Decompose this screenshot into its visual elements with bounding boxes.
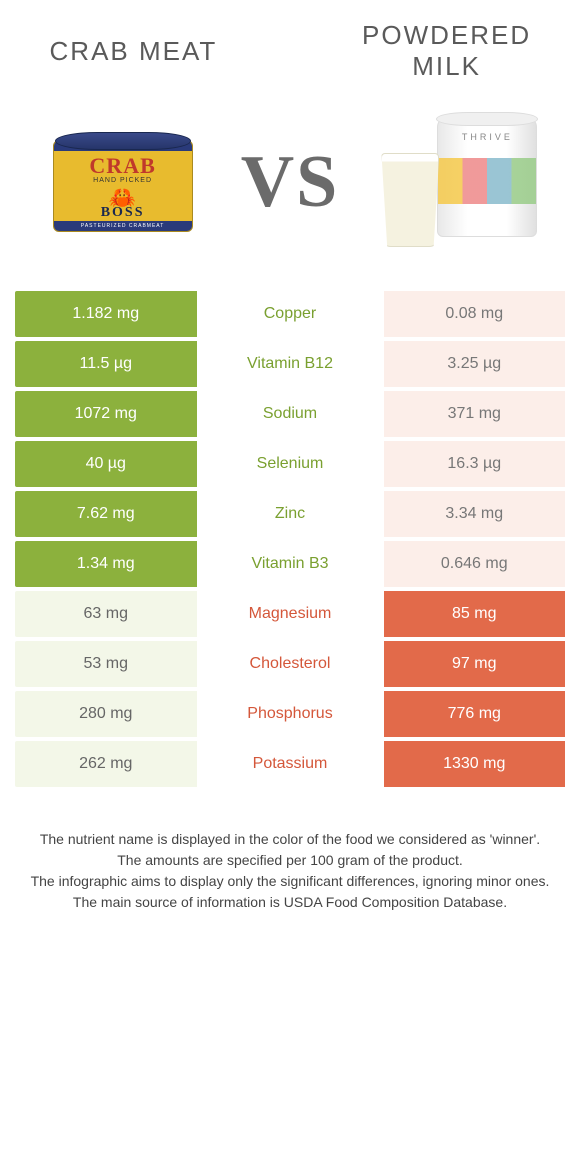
- nutrient-left-value: 63 mg: [15, 591, 197, 637]
- nutrient-row: 53 mgCholesterol97 mg: [15, 641, 565, 687]
- can-brand-bottom: BOSS: [54, 205, 192, 221]
- nutrient-row: 63 mgMagnesium85 mg: [15, 591, 565, 637]
- nutrient-right-value: 371 mg: [384, 391, 566, 437]
- image-row: CRAB HAND PICKED 🦀 BOSS PASTEURIZED CRAB…: [15, 87, 565, 287]
- nutrient-right-value: 3.34 mg: [384, 491, 566, 537]
- right-food-image: THRIVE: [355, 117, 560, 247]
- nutrient-right-value: 85 mg: [384, 591, 566, 637]
- crab-can-icon: CRAB HAND PICKED 🦀 BOSS PASTEURIZED CRAB…: [53, 132, 193, 232]
- nutrient-row: 262 mgPotassium1330 mg: [15, 741, 565, 787]
- can-brand-top: CRAB: [54, 153, 192, 179]
- footer-line-2: The amounts are specified per 100 gram o…: [23, 850, 557, 871]
- nutrient-name: Vitamin B12: [197, 341, 384, 387]
- nutrient-name: Zinc: [197, 491, 384, 537]
- footer-notes: The nutrient name is displayed in the co…: [15, 829, 565, 913]
- nutrient-right-value: 16.3 µg: [384, 441, 566, 487]
- header-row: Crab meat Powdered milk: [15, 10, 565, 87]
- nutrient-row: 11.5 µgVitamin B123.25 µg: [15, 341, 565, 387]
- nutrient-name: Potassium: [197, 741, 384, 787]
- nutrient-left-value: 11.5 µg: [15, 341, 197, 387]
- nutrient-name: Copper: [197, 291, 384, 337]
- nutrient-right-value: 97 mg: [384, 641, 566, 687]
- nutrient-row: 7.62 mgZinc3.34 mg: [15, 491, 565, 537]
- milk-can-label: THRIVE: [438, 132, 536, 142]
- nutrient-name: Vitamin B3: [197, 541, 384, 587]
- nutrient-right-value: 0.08 mg: [384, 291, 566, 337]
- footer-line-4: The main source of information is USDA F…: [23, 892, 557, 913]
- nutrient-row: 1.182 mgCopper0.08 mg: [15, 291, 565, 337]
- nutrient-left-value: 53 mg: [15, 641, 197, 687]
- right-food-title: Powdered milk: [333, 20, 560, 82]
- footer-line-3: The infographic aims to display only the…: [23, 871, 557, 892]
- footer-line-1: The nutrient name is displayed in the co…: [23, 829, 557, 850]
- nutrient-right-value: 1330 mg: [384, 741, 566, 787]
- nutrient-right-value: 776 mg: [384, 691, 566, 737]
- nutrient-name: Phosphorus: [197, 691, 384, 737]
- nutrient-left-value: 262 mg: [15, 741, 197, 787]
- nutrient-table: 1.182 mgCopper0.08 mg11.5 µgVitamin B123…: [15, 287, 565, 791]
- nutrient-name: Selenium: [197, 441, 384, 487]
- milk-icon: THRIVE: [377, 117, 537, 247]
- nutrient-row: 1.34 mgVitamin B30.646 mg: [15, 541, 565, 587]
- nutrient-right-value: 0.646 mg: [384, 541, 566, 587]
- nutrient-name: Magnesium: [197, 591, 384, 637]
- nutrient-name: Sodium: [197, 391, 384, 437]
- left-food-image: CRAB HAND PICKED 🦀 BOSS PASTEURIZED CRAB…: [20, 132, 225, 232]
- nutrient-left-value: 1.34 mg: [15, 541, 197, 587]
- nutrient-row: 1072 mgSodium371 mg: [15, 391, 565, 437]
- nutrient-left-value: 280 mg: [15, 691, 197, 737]
- can-sub: HAND PICKED: [54, 177, 192, 184]
- can-bottom-band: PASTEURIZED CRABMEAT: [54, 221, 192, 231]
- nutrient-name: Cholesterol: [197, 641, 384, 687]
- vs-label: VS: [225, 140, 355, 225]
- nutrient-right-value: 3.25 µg: [384, 341, 566, 387]
- left-food-title: Crab meat: [20, 36, 247, 67]
- nutrient-row: 40 µgSelenium16.3 µg: [15, 441, 565, 487]
- nutrient-left-value: 1.182 mg: [15, 291, 197, 337]
- nutrient-row: 280 mgPhosphorus776 mg: [15, 691, 565, 737]
- nutrient-left-value: 1072 mg: [15, 391, 197, 437]
- nutrient-left-value: 7.62 mg: [15, 491, 197, 537]
- nutrient-left-value: 40 µg: [15, 441, 197, 487]
